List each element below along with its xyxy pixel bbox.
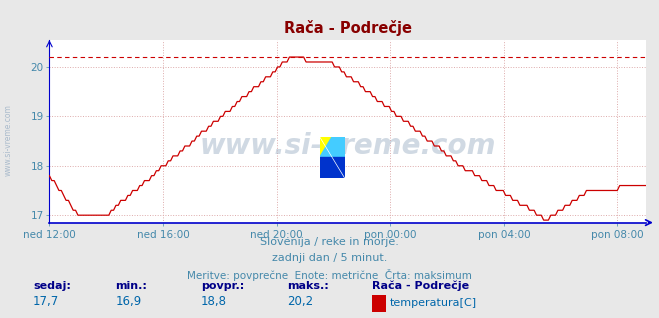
Text: povpr.:: povpr.: [201,281,244,291]
Text: min.:: min.: [115,281,147,291]
Polygon shape [320,137,345,157]
Polygon shape [320,157,345,178]
Text: www.si-vreme.com: www.si-vreme.com [200,132,496,160]
Text: Meritve: povprečne  Enote: metrične  Črta: maksimum: Meritve: povprečne Enote: metrične Črta:… [187,269,472,281]
Text: www.si-vreme.com: www.si-vreme.com [3,104,13,176]
Text: temperatura[C]: temperatura[C] [390,299,477,308]
Text: Rača - Podrečje: Rača - Podrečje [372,280,469,291]
Text: Slovenija / reke in morje.: Slovenija / reke in morje. [260,237,399,247]
Polygon shape [320,137,345,178]
Text: 17,7: 17,7 [33,295,59,308]
Text: 18,8: 18,8 [201,295,227,308]
Title: Rača - Podrečje: Rača - Podrečje [283,20,412,36]
Text: maks.:: maks.: [287,281,328,291]
Text: 16,9: 16,9 [115,295,142,308]
Text: sedaj:: sedaj: [33,281,71,291]
Text: 20,2: 20,2 [287,295,313,308]
Text: zadnji dan / 5 minut.: zadnji dan / 5 minut. [272,253,387,263]
